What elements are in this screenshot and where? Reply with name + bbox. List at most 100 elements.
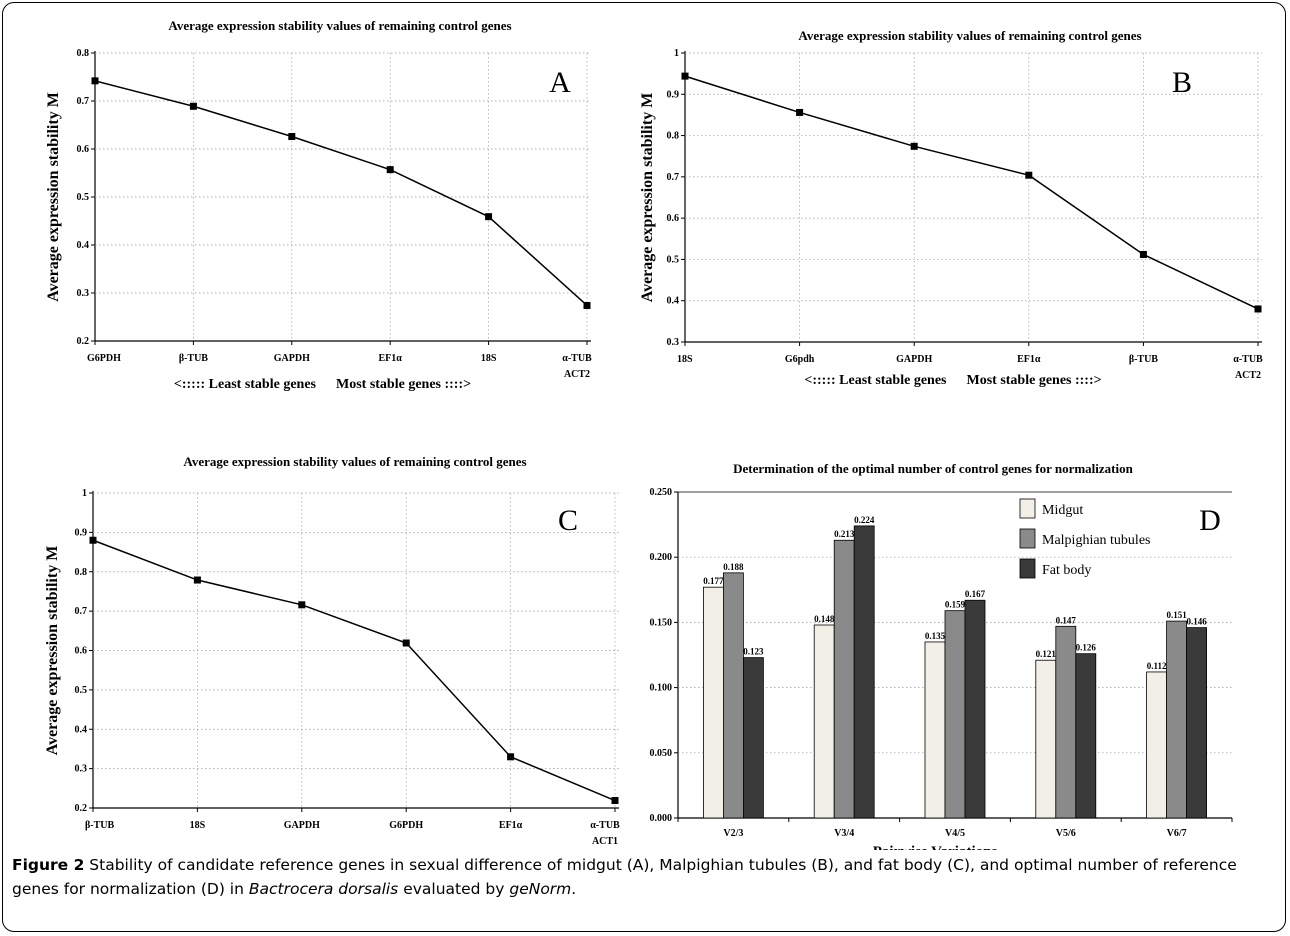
x-category-label: α-TUB bbox=[1233, 354, 1263, 365]
bar-value-label: 0.177 bbox=[703, 576, 724, 586]
caption-end: . bbox=[571, 880, 577, 898]
data-point bbox=[611, 797, 619, 805]
data-point bbox=[910, 142, 918, 150]
x-category-label: V3/4 bbox=[834, 828, 854, 839]
caption-text-2: evaluated by bbox=[398, 880, 510, 898]
y-tick-label: 0.250 bbox=[650, 487, 673, 498]
x-category-label: ACT1 bbox=[592, 836, 618, 847]
panel-letter: D bbox=[1199, 504, 1221, 537]
chart-panel-a: Average expression stability values of r… bbox=[45, 18, 592, 392]
bar-value-label: 0.147 bbox=[1056, 615, 1077, 625]
bar-malpighian-tubules bbox=[944, 610, 966, 819]
caption-software: geNorm bbox=[509, 880, 572, 898]
x-category-label: α-TUB bbox=[590, 820, 620, 831]
data-point bbox=[91, 77, 99, 85]
x-category-label: ACT2 bbox=[1235, 370, 1261, 381]
legend-label: Malpighian tubules bbox=[1042, 533, 1151, 548]
chart-panel-b: Average expression stability values of r… bbox=[639, 28, 1263, 388]
y-tick-label: 0.3 bbox=[75, 764, 88, 775]
y-tick-label: 0.200 bbox=[650, 552, 673, 563]
y-tick-label: 0.3 bbox=[667, 337, 680, 348]
y-tick-label: 1 bbox=[82, 488, 87, 499]
data-point bbox=[583, 301, 591, 309]
panel-letter: A bbox=[549, 66, 571, 99]
data-point bbox=[193, 576, 201, 584]
y-tick-label: 0.000 bbox=[650, 813, 673, 824]
chart-title: Average expression stability values of r… bbox=[183, 454, 526, 469]
most-stable-note: Most stable genes ::::> bbox=[336, 377, 471, 392]
x-category-label: β-TUB bbox=[85, 820, 114, 831]
y-tick-label: 0.8 bbox=[77, 48, 90, 59]
figure-caption: Figure 2 Stability of candidate referenc… bbox=[12, 853, 1278, 901]
x-category-label: GAPDH bbox=[284, 820, 320, 831]
y-tick-label: 0.3 bbox=[77, 288, 90, 299]
y-axis-label: Average expression stability M bbox=[44, 546, 61, 756]
chart-title: Average expression stability values of r… bbox=[798, 28, 1141, 43]
data-point bbox=[507, 753, 515, 761]
y-axis-label: Average expression stability M bbox=[45, 92, 62, 302]
legend-swatch bbox=[1019, 558, 1036, 579]
y-tick-label: 0.4 bbox=[77, 240, 90, 251]
data-point bbox=[1025, 171, 1033, 179]
bar-value-label: 0.146 bbox=[1186, 617, 1207, 627]
y-tick-label: 0.9 bbox=[667, 89, 680, 100]
bar-value-label: 0.148 bbox=[814, 614, 835, 624]
bar-value-label: 0.123 bbox=[743, 647, 764, 657]
bar-fat-body bbox=[1075, 653, 1097, 819]
y-tick-label: 0.2 bbox=[77, 336, 90, 347]
data-point bbox=[485, 213, 493, 221]
bar-fat-body bbox=[743, 657, 764, 819]
y-tick-label: 0.2 bbox=[75, 803, 88, 814]
x-category-label: GAPDH bbox=[896, 354, 932, 365]
x-category-label: V6/7 bbox=[1167, 828, 1187, 839]
figure-panels: Average expression stability values of r… bbox=[44, 18, 1263, 850]
x-category-label: EF1α bbox=[1017, 354, 1041, 365]
y-tick-label: 0.050 bbox=[650, 748, 673, 759]
y-tick-label: 0.7 bbox=[77, 96, 90, 107]
data-point bbox=[298, 601, 306, 609]
most-stable-note: Most stable genes ::::> bbox=[967, 373, 1102, 388]
y-tick-label: 0.7 bbox=[667, 172, 680, 183]
bar-value-label: 0.151 bbox=[1166, 610, 1187, 620]
data-point bbox=[1139, 250, 1147, 258]
bar-midgut bbox=[813, 624, 835, 819]
x-category-label: G6PDH bbox=[87, 353, 121, 364]
data-point bbox=[189, 102, 197, 110]
bar-fat-body bbox=[1186, 627, 1207, 819]
panel-letter: B bbox=[1172, 66, 1192, 99]
y-tick-label: 0.9 bbox=[75, 527, 88, 538]
stability-line bbox=[684, 75, 1259, 310]
x-category-label: ACT2 bbox=[564, 369, 590, 380]
stability-line bbox=[94, 80, 588, 307]
bar-value-label: 0.121 bbox=[1036, 649, 1057, 659]
bar-malpighian-tubules bbox=[1055, 625, 1077, 819]
y-tick-label: 1 bbox=[674, 48, 679, 59]
bar-malpighian-tubules bbox=[833, 539, 855, 819]
data-point bbox=[796, 108, 804, 116]
legend-label: Fat body bbox=[1042, 563, 1091, 578]
data-point bbox=[288, 133, 296, 141]
y-axis-label: Average expression stability M bbox=[639, 93, 656, 303]
chart-panel-c: Average expression stability values of r… bbox=[44, 454, 620, 847]
y-tick-label: 0.6 bbox=[77, 144, 90, 155]
x-category-label: EF1α bbox=[379, 353, 403, 364]
bar-value-label: 0.112 bbox=[1147, 661, 1167, 671]
bar-fat-body bbox=[964, 599, 986, 819]
data-point bbox=[402, 639, 410, 647]
stability-line bbox=[92, 539, 616, 802]
bar-midgut bbox=[703, 586, 724, 819]
x-category-label: 18S bbox=[677, 354, 693, 365]
x-category-label: GAPDH bbox=[274, 353, 310, 364]
caption-species: Bactrocera dorsalis bbox=[248, 880, 399, 898]
y-tick-label: 0.5 bbox=[77, 192, 90, 203]
x-category-label: G6PDH bbox=[389, 820, 423, 831]
bar-value-label: 0.213 bbox=[834, 529, 855, 539]
x-category-label: V5/6 bbox=[1056, 828, 1076, 839]
x-category-label: α-TUB bbox=[562, 353, 592, 364]
x-category-label: G6pdh bbox=[785, 354, 815, 365]
caption-figure-label: Figure 2 bbox=[12, 856, 85, 874]
data-point bbox=[89, 536, 97, 544]
chart-title: Average expression stability values of r… bbox=[168, 18, 511, 33]
data-point bbox=[386, 166, 394, 174]
